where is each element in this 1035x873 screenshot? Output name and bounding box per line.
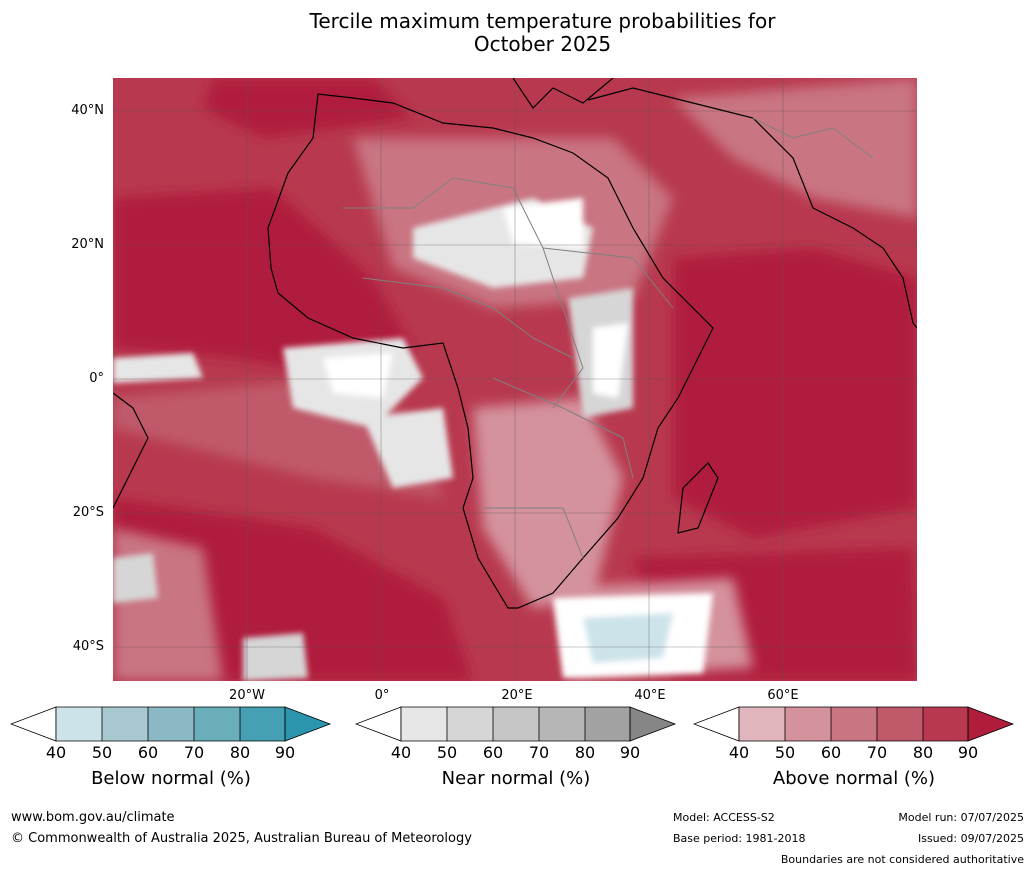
- tick-label: 80: [912, 743, 934, 762]
- tick-label: 80: [574, 743, 596, 762]
- colorbar-swatch: [539, 707, 585, 741]
- colorbar-swatch: [831, 707, 877, 741]
- graticule: [113, 78, 917, 681]
- lon-label-20w: 20°W: [229, 688, 265, 703]
- colorbar-above-label: Above normal (%): [772, 768, 936, 789]
- probability-map: [113, 78, 917, 681]
- colorbar-swatch: [493, 707, 539, 741]
- colorbar-swatch: [785, 707, 831, 741]
- colorbar-swatch: [10, 706, 57, 742]
- tick-label: 40: [45, 743, 67, 762]
- tick-label: 70: [528, 743, 550, 762]
- colorbar-swatch: [102, 707, 148, 741]
- colorbar-swatch: [194, 707, 240, 741]
- lat-label-40n: 40°N: [71, 103, 104, 118]
- title-line-1: Tercile maximum temperature probabilitie…: [309, 9, 776, 33]
- base-period-text: Base period: 1981-2018: [673, 832, 806, 845]
- tick-label: 70: [866, 743, 888, 762]
- lat-label-20n: 20°N: [71, 237, 104, 252]
- colorbar-swatch: [56, 707, 102, 741]
- tick-label: 40: [390, 743, 412, 762]
- tick-label: 70: [183, 743, 205, 762]
- tick-label: 60: [482, 743, 504, 762]
- map-canvas: [113, 78, 917, 681]
- colorbar-swatch: [629, 706, 677, 742]
- issued-text: Issued: 09/07/2025: [917, 832, 1024, 845]
- colorbar-swatch: [148, 707, 194, 741]
- lat-label-20s: 20°S: [72, 505, 104, 520]
- near-normal-patches: [113, 198, 713, 681]
- tick-label: 60: [820, 743, 842, 762]
- colorbar-swatch: [284, 706, 332, 742]
- model-run-text: Model run: 07/07/2025: [898, 811, 1024, 824]
- tick-label: 90: [619, 743, 641, 762]
- colorbar-swatch: [355, 706, 402, 742]
- lon-label-40e: 40°E: [634, 688, 666, 703]
- tick-label: 50: [91, 743, 113, 762]
- colorbar-near-normal: [355, 706, 677, 742]
- title-line-2: October 2025: [473, 32, 612, 56]
- tick-label: 90: [274, 743, 296, 762]
- colorbar-swatch: [693, 706, 740, 742]
- colorbar-swatch: [739, 707, 785, 741]
- colorbar-below-normal: [10, 706, 332, 742]
- coastlines: [113, 78, 917, 609]
- lon-label-20e: 20°E: [501, 688, 533, 703]
- website-link[interactable]: www.bom.gov.au/climate: [11, 810, 175, 825]
- colorbar-swatch: [877, 707, 923, 741]
- disclaimer-text: Boundaries are not considered authoritat…: [780, 853, 1024, 866]
- map-title: Tercile maximum temperature probabilitie…: [0, 10, 1035, 56]
- lat-label-0: 0°: [89, 371, 104, 386]
- tick-label: 40: [728, 743, 750, 762]
- colorbar-swatch: [923, 707, 968, 741]
- colorbar-swatch: [447, 707, 493, 741]
- colorbar-swatch: [401, 707, 447, 741]
- colorbar-above-normal: [693, 706, 1015, 742]
- colorbar-below-label: Below normal (%): [91, 768, 251, 789]
- tick-label: 50: [436, 743, 458, 762]
- colorbar-swatch: [585, 707, 630, 741]
- lon-label-0: 0°: [374, 688, 390, 703]
- lat-label-40s: 40°S: [72, 639, 104, 654]
- tick-label: 50: [774, 743, 796, 762]
- colorbar-swatch: [967, 706, 1015, 742]
- tick-label: 90: [957, 743, 979, 762]
- country-borders: [343, 117, 874, 559]
- lon-label-60e: 60°E: [767, 688, 799, 703]
- model-text: Model: ACCESS-S2: [673, 811, 775, 824]
- tick-label: 60: [137, 743, 159, 762]
- colorbar-near-label: Near normal (%): [441, 768, 591, 789]
- colorbar-swatch: [240, 707, 285, 741]
- copyright-text: © Commonwealth of Australia 2025, Austra…: [11, 831, 472, 846]
- tick-label: 80: [229, 743, 251, 762]
